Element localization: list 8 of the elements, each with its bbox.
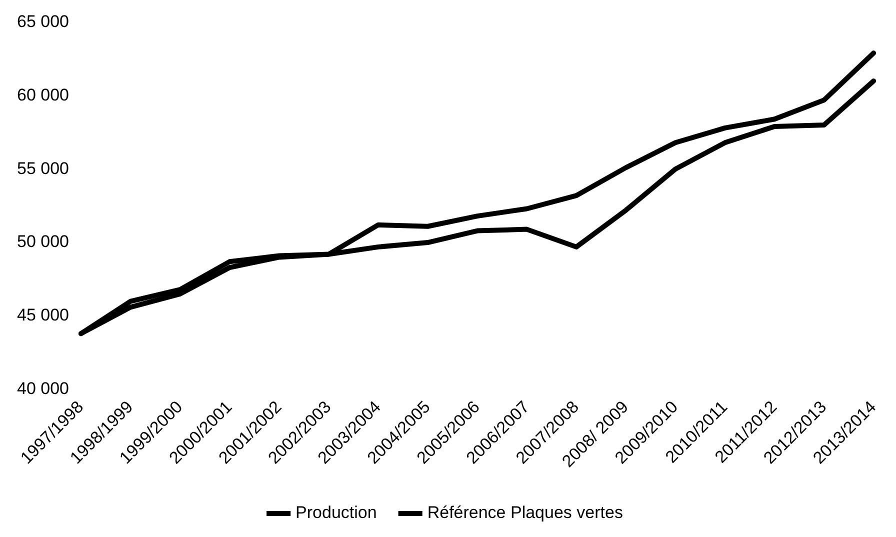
legend-label: Référence Plaques vertes (427, 503, 623, 522)
y-tick-label: 65 000 (16, 12, 69, 31)
y-tick-label: 55 000 (16, 158, 69, 178)
y-tick-label: 40 000 (16, 379, 69, 398)
y-tick-label: 45 000 (16, 306, 69, 325)
legend-label: Production (296, 503, 377, 522)
y-tick-label: 50 000 (16, 232, 69, 252)
y-tick-label: 60 000 (16, 85, 69, 104)
